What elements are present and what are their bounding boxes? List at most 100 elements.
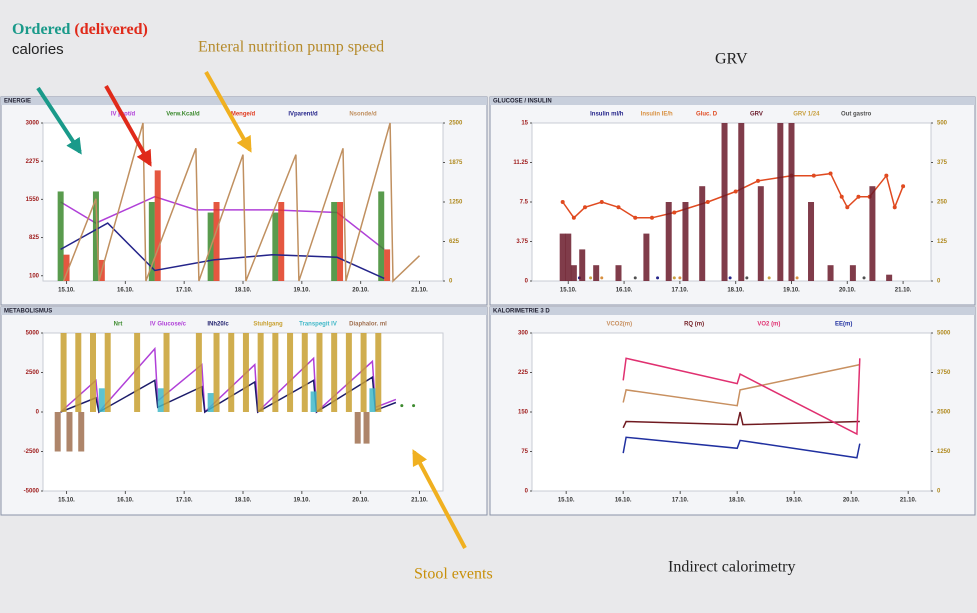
x-tick-label: 20.10. xyxy=(843,498,860,504)
x-tick-label: 19.10. xyxy=(783,288,800,294)
bar xyxy=(757,186,764,281)
plot-area xyxy=(531,332,932,492)
point xyxy=(672,276,676,280)
y-tick-label: 125 xyxy=(937,239,948,245)
bar xyxy=(331,333,338,412)
point xyxy=(633,276,637,280)
bar xyxy=(316,333,323,412)
bar xyxy=(643,233,650,281)
point xyxy=(678,276,682,280)
y-tick-label: 225 xyxy=(518,370,529,376)
bar xyxy=(384,249,391,281)
bar xyxy=(360,333,367,412)
point xyxy=(656,276,660,280)
point xyxy=(560,200,565,204)
point xyxy=(828,171,833,176)
y-tick-label: 2275 xyxy=(26,159,40,165)
bar xyxy=(195,333,202,412)
x-tick-label: 21.10. xyxy=(411,288,428,294)
x-tick-label: 18.10. xyxy=(727,288,744,294)
y-tick-label: 0 xyxy=(449,279,453,285)
annotation-pump: Enteral nutrition pump speed xyxy=(198,39,384,56)
annotation: Ordered (delivered) xyxy=(12,21,148,38)
legend-entry: GRV 1/24 xyxy=(793,112,820,118)
bar xyxy=(57,191,64,281)
legend-entry: Stuhlgang xyxy=(253,322,283,328)
bar xyxy=(665,202,672,281)
bar xyxy=(699,186,706,281)
x-tick-label: 17.10. xyxy=(176,498,193,504)
x-tick-label: 16.10. xyxy=(616,288,633,294)
legend-entry: Out gastro xyxy=(841,112,872,118)
y-tick-label: 7.5 xyxy=(520,200,529,206)
bar xyxy=(78,412,85,452)
bar xyxy=(375,333,382,412)
y-tick-label: 0 xyxy=(937,489,941,495)
legend-entry: RQ (m) xyxy=(684,322,704,328)
x-tick-label: 15.10. xyxy=(558,498,575,504)
point xyxy=(795,276,799,280)
arrow xyxy=(204,71,252,153)
y-tick-label: 1250 xyxy=(449,200,463,206)
line xyxy=(622,357,861,436)
y-tick-label: 375 xyxy=(937,160,948,166)
bar xyxy=(104,333,111,412)
point xyxy=(767,276,771,280)
y-tick-label: 2500 xyxy=(937,410,951,416)
point xyxy=(756,178,761,183)
x-tick-label: 21.10. xyxy=(900,498,917,504)
arrow xyxy=(36,86,82,155)
y-tick-label: 250 xyxy=(937,200,948,206)
x-tick-label: 19.10. xyxy=(786,498,803,504)
point xyxy=(901,184,906,189)
bar xyxy=(310,391,317,412)
point xyxy=(412,404,416,408)
x-tick-label: 16.10. xyxy=(117,498,134,504)
y-tick-label: 1875 xyxy=(449,160,463,166)
bar xyxy=(886,274,893,281)
bar xyxy=(272,212,279,281)
point xyxy=(571,215,576,220)
point xyxy=(599,200,604,204)
y-tick-label: 300 xyxy=(518,331,529,337)
annotation-ordered: Ordered xyxy=(12,21,70,38)
point xyxy=(728,276,732,280)
bar xyxy=(66,412,73,452)
x-tick-label: 17.10. xyxy=(672,288,689,294)
bar xyxy=(54,412,61,452)
y-tick-label: 0 xyxy=(937,279,941,285)
legend-entry: Gluc. D xyxy=(696,112,718,118)
bar xyxy=(90,333,96,412)
bar xyxy=(777,123,784,281)
bar xyxy=(869,186,876,281)
legend-entry: INh20/c xyxy=(207,322,229,328)
bar xyxy=(272,333,279,412)
legend-entry: IVparent/d xyxy=(288,112,318,118)
y-tick-label: 1250 xyxy=(937,449,951,455)
y-tick-label: 5000 xyxy=(26,331,40,337)
bar xyxy=(579,249,586,281)
bar xyxy=(157,388,164,412)
point xyxy=(600,276,604,280)
x-tick-label: 16.10. xyxy=(117,288,134,294)
panel-title: KALORIMETRIE 3 D xyxy=(493,309,550,315)
x-tick-label: 21.10. xyxy=(411,498,428,504)
bar xyxy=(788,123,795,281)
x-tick-label: 20.10. xyxy=(352,498,369,504)
legend-entry: Insulin ml/h xyxy=(590,112,624,118)
line xyxy=(622,436,861,459)
legend-entry: IV Glucose/c xyxy=(150,322,187,328)
y-tick-label: 3000 xyxy=(26,121,40,127)
bar xyxy=(345,333,352,412)
y-tick-label: 2500 xyxy=(26,370,40,376)
panel-header xyxy=(1,307,487,315)
bar xyxy=(148,202,155,281)
legend-entry: VCO2(m) xyxy=(606,322,632,328)
arrow xyxy=(412,449,467,549)
point xyxy=(884,173,889,178)
bar xyxy=(301,333,308,412)
y-tick-label: 15 xyxy=(521,121,528,127)
legend-entry: GRV xyxy=(750,112,763,118)
